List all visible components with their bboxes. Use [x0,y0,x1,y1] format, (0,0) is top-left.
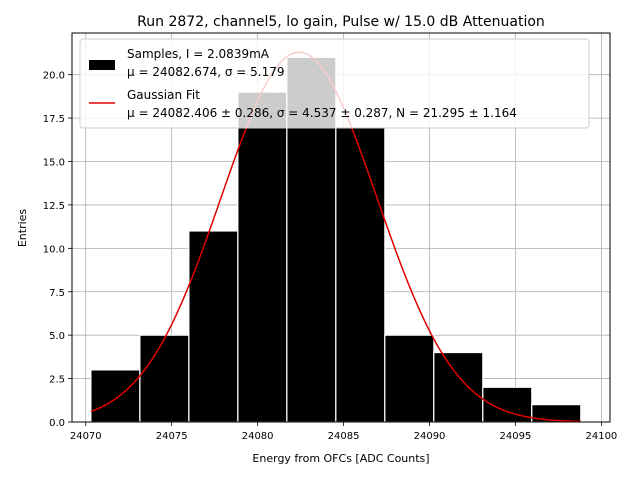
histogram-bar [90,369,141,423]
histogram-bars [90,56,582,423]
legend: Samples, I = 2.0839mA μ = 24082.674, σ =… [79,38,590,129]
x-axis-label: Energy from OFCs [ADC Counts] [252,452,429,465]
chart-title: Run 2872, channel5, lo gain, Pulse w/ 15… [137,14,545,30]
x-tick-label: 24085 [328,431,360,442]
legend-label-fit: Gaussian Fit [127,88,200,102]
legend-box [79,38,590,129]
histogram-bar [139,334,190,423]
histogram-bar [237,91,288,423]
y-tick-label: 0.0 [49,418,65,429]
x-tick-label: 24070 [70,431,102,442]
y-tick-label: 20.0 [43,71,65,82]
y-tick-label: 2.5 [49,375,65,386]
y-tick-label: 12.5 [43,201,65,212]
histogram-bar [335,126,386,423]
x-tick-label: 24100 [585,431,617,442]
histogram-bar [433,351,484,423]
y-tick-label: 5.0 [49,331,65,342]
legend-swatch-samples [89,60,115,70]
y-tick-label: 17.5 [43,114,65,125]
y-tick-label: 7.5 [49,288,65,299]
x-tick-label: 24090 [414,431,446,442]
x-tick-label: 24080 [242,431,274,442]
x-axis-ticks: 24070 24075 24080 24085 24090 24095 24100 [70,422,617,442]
x-tick-label: 24095 [500,431,532,442]
legend-label-fit-params: μ = 24082.406 ± 0.286, σ = 4.537 ± 0.287… [127,106,517,120]
x-tick-label: 24075 [156,431,188,442]
legend-label-samples-stats: μ = 24082.674, σ = 5.179 [127,65,284,79]
histogram-bar [384,334,435,423]
y-tick-label: 10.0 [43,244,65,255]
y-axis-ticks: 0.0 2.5 5.0 7.5 10.0 12.5 15.0 17.5 20.0 [43,71,72,429]
histogram-bar [188,230,239,423]
y-axis-label: Entries [16,209,29,248]
plot-frame [71,32,611,423]
y-tick-label: 15.0 [43,158,65,169]
legend-label-samples: Samples, I = 2.0839mA [127,47,270,61]
